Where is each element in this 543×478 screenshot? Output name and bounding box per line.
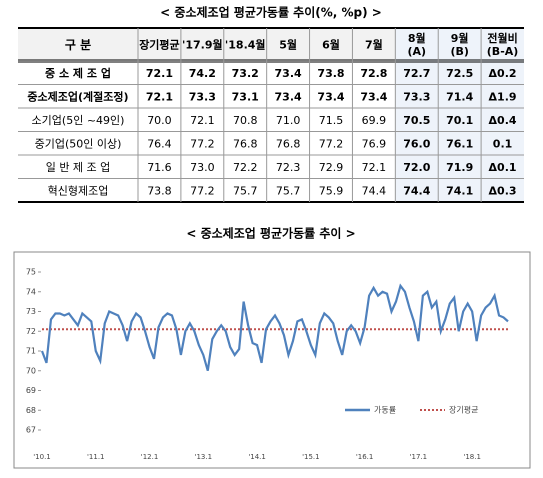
row-label: 중소제조업(계절조정) (27, 89, 128, 103)
table: 구 분 장기평균 '17.9월 '18.4월 5월 6월 7월 8월 (A) 9월 (B) 전월비 (B… (18, 27, 524, 203)
table-cell: 77.2 (190, 137, 215, 150)
table-cell: 77.2 (319, 137, 344, 150)
legend-label: 가동률 (374, 406, 396, 415)
table-cell: Δ1.9 (489, 90, 517, 103)
x-tick-label: '11.1 (87, 453, 105, 461)
chart-title: < 중소제조업 평균가동률 추이 > (186, 226, 355, 241)
header-cell: 장기평균 (139, 38, 179, 52)
x-tick-label: '16.1 (356, 453, 374, 461)
table-cell: 73.3 (403, 90, 430, 103)
table-cell: 76.9 (362, 137, 387, 150)
x-tick-label: '13.1 (195, 453, 213, 461)
chart: 67 68 69 70 71 72 73 74 75 '10.1 '11.1 '12.1 '13.1 '1… (26, 268, 509, 461)
y-tick-label: 68 (26, 406, 36, 415)
table-cell: 72.7 (403, 67, 430, 80)
table-cell: 71.6 (147, 161, 172, 174)
table-cell: 75.7 (276, 184, 301, 197)
table-cell: 72.1 (362, 161, 387, 174)
table-cell: 73.2 (232, 67, 259, 80)
table-cell: 74.1 (446, 184, 473, 197)
y-tick-label: 73 (26, 307, 36, 316)
chart-frame (13, 251, 531, 469)
table-cell: 76.8 (233, 137, 258, 150)
table-cell: 71.5 (319, 114, 344, 127)
table-cell: 72.1 (146, 90, 173, 103)
table-cell: 73.8 (147, 184, 172, 197)
table-cell: 71.4 (446, 90, 473, 103)
x-tick-label: '12.1 (141, 453, 159, 461)
table-cell: 72.5 (446, 67, 473, 80)
table-cell: 73.4 (360, 90, 387, 103)
table-cell: 72.2 (233, 161, 258, 174)
y-tick-label: 71 (26, 347, 36, 356)
table-cell: 77.2 (190, 184, 215, 197)
header-cell: '18.4월 (225, 38, 266, 52)
table-cell: Δ0.1 (489, 161, 517, 174)
table-cell: 72.3 (276, 161, 301, 174)
table-cell: 73.4 (275, 90, 302, 103)
table-cell: 74.2 (189, 67, 216, 80)
table-cell: 72.8 (360, 67, 387, 80)
table-cell: Δ0.2 (489, 67, 517, 80)
table-cell: 73.4 (275, 67, 302, 80)
y-tick-label: 72 (26, 327, 36, 336)
legend-label: 장기평균 (449, 405, 478, 415)
table-cell: 74.4 (403, 184, 430, 197)
table-cell: 76.8 (276, 137, 301, 150)
table-cell: 72.9 (319, 161, 344, 174)
table-cell: 73.3 (189, 90, 216, 103)
row-label: 중 소 제 조 업 (45, 66, 111, 80)
x-tick-label: '15.1 (302, 453, 320, 461)
y-tick-label: 75 (26, 268, 36, 277)
y-tick-label: 67 (26, 426, 36, 435)
header-cell: 8월 (A) (407, 31, 426, 58)
table-title: < 중소제조업 평균가동률 추이(%, %p) > (160, 5, 382, 20)
table-cell: 70.8 (233, 114, 258, 127)
table-cell: 74.4 (362, 184, 387, 197)
table-cell: 73.4 (317, 90, 344, 103)
table-cell: 75.7 (233, 184, 258, 197)
row-label: 일 반 제 조 업 (46, 160, 111, 174)
table-cell: Δ0.4 (489, 114, 517, 127)
table-cell: 75.9 (319, 184, 344, 197)
y-tick-label: 69 (26, 386, 36, 395)
table-cell: 70.5 (403, 114, 430, 127)
header-cell: '17.9월 (182, 38, 223, 52)
row-label: 혁신형제조업 (48, 184, 109, 197)
series-line (40, 283, 509, 372)
table-cell: 73.0 (190, 161, 215, 174)
table-cell: 70.1 (446, 114, 473, 127)
table-cell: 69.9 (362, 114, 387, 127)
table-cell: 71.0 (276, 114, 301, 127)
table-cell: 0.1 (493, 137, 513, 150)
x-tick-label: '10.1 (33, 453, 51, 461)
y-tick-label: 74 (26, 287, 36, 296)
header-cell: 5월 (279, 38, 297, 52)
row-label: 중기업(50인 이상) (35, 137, 122, 150)
row-label: 소기업(5인 ~49인) (32, 114, 125, 127)
table-cell: 76.0 (403, 137, 430, 150)
table-cell: 72.1 (190, 114, 215, 127)
table-cell: 73.8 (317, 67, 344, 80)
header-cell: 6월 (322, 38, 340, 52)
table-cell: 73.1 (232, 90, 259, 103)
x-tick-label: '18.1 (463, 453, 481, 461)
header-cell: 전월비 (B-A) (487, 31, 519, 58)
header-cell: 7월 (365, 38, 383, 52)
table-cell: 76.4 (147, 137, 172, 150)
table-cell: 76.1 (446, 137, 473, 150)
header-cell: 구 분 (65, 38, 91, 52)
table-cell: 71.9 (446, 161, 473, 174)
highlight-bg (395, 28, 524, 202)
table-cell: 72.0 (403, 161, 430, 174)
x-tick-label: '17.1 (410, 453, 428, 461)
y-tick-label: 70 (26, 366, 36, 375)
table-cell: 70.0 (147, 114, 172, 127)
header-cell: 9월 (B) (450, 31, 468, 58)
x-tick-label: '14.1 (248, 453, 266, 461)
table-cell: Δ0.3 (489, 184, 517, 197)
table-cell: 72.1 (146, 67, 173, 80)
